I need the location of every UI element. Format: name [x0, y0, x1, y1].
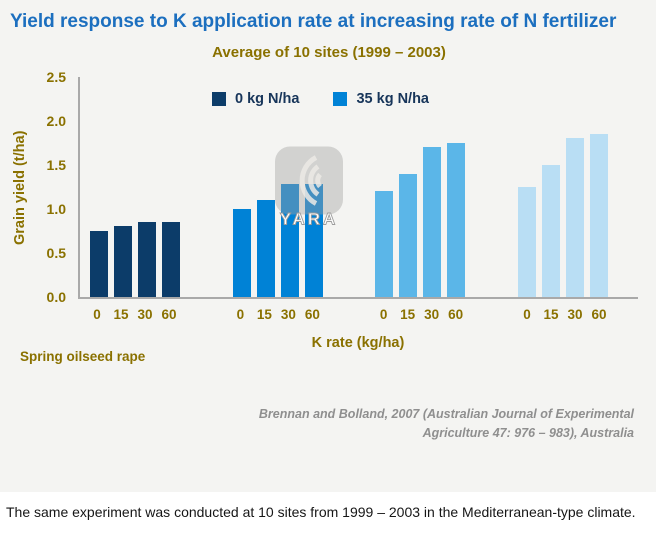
bar [541, 164, 560, 297]
chart-title: Yield response to K application rate at … [10, 11, 617, 32]
legend-swatch [333, 91, 348, 106]
bar-group [375, 142, 466, 297]
bar [90, 230, 108, 297]
bar [304, 184, 323, 297]
x-tick-group: 0 15 30 60 [375, 307, 465, 322]
x-tick-label: 60 [591, 306, 607, 322]
bar [256, 199, 275, 297]
bar-chart: Grain yield (t/ha) 0.0 0.5 1.0 1.5 2.0 2.5 0 … [10, 69, 648, 329]
plot-area: 0 kg N/ha 35 kg N/ha YARA [78, 76, 638, 299]
chart-subtitle: Average of 10 sites (1999 – 2003) [212, 43, 446, 61]
x-tick-label: 60 [448, 306, 464, 322]
y-tick-label: 0.5 [46, 244, 66, 261]
x-tick-label: 30 [137, 306, 153, 322]
footer-note: The same experiment was conducted at 10 … [0, 492, 656, 551]
x-tick-label: 30 [280, 306, 296, 322]
x-tick-label: 60 [304, 306, 320, 322]
bar [423, 147, 442, 297]
bar [565, 138, 584, 297]
bar [138, 221, 156, 297]
citation: Brennan and Bolland, 2007 (Australian Jo… [10, 405, 648, 444]
legend-item: 35 kg N/ha [333, 91, 429, 107]
yara-logo-graphic: YARA [274, 146, 343, 229]
citation-line-2: Agriculture 47: 976 – 983), Australia [422, 426, 634, 441]
legend-label: 35 kg N/ha [356, 90, 429, 107]
bar [232, 208, 251, 297]
x-tick-label: 15 [543, 306, 559, 322]
legend-label: 0 kg N/ha [235, 90, 300, 107]
y-axis-ticks: 0.0 0.5 1.0 1.5 2.0 2.5 [34, 69, 72, 305]
y-tick-label: 0.0 [46, 288, 66, 305]
y-tick-label: 1.0 [46, 200, 66, 217]
x-axis-ticks: 0 15 30 60 0 15 30 60 0 15 30 60 0 15 30 60 [78, 307, 638, 322]
bar [517, 186, 536, 297]
x-tick-label: 60 [161, 306, 177, 322]
bar [162, 221, 180, 297]
bar [114, 226, 132, 297]
bar [280, 184, 299, 297]
bar-group [232, 184, 323, 297]
x-tick-group: 0 15 30 60 [231, 307, 321, 322]
axis-caption-row: K rate (kg/ha) Spring oilseed rape [10, 335, 648, 375]
x-tick-label: 0 [379, 306, 388, 322]
bar-groups [80, 77, 638, 297]
bar [399, 173, 418, 297]
yara-watermark-text: YARA [279, 210, 338, 229]
y-tick-label: 1.5 [46, 156, 66, 173]
legend-item: 0 kg N/ha [212, 91, 299, 107]
legend: 0 kg N/ha 35 kg N/ha [80, 91, 638, 107]
y-axis-label: Grain yield (t/ha) [12, 130, 28, 245]
bar [447, 142, 466, 297]
x-tick-label: 15 [256, 306, 272, 322]
y-tick-label: 2.5 [46, 68, 66, 85]
x-tick-label: 15 [400, 306, 416, 322]
x-axis-label: K rate (kg/ha) [311, 334, 405, 351]
yara-logo-watermark: YARA [270, 143, 348, 244]
bar [375, 191, 394, 297]
crop-label: Spring oilseed rape [20, 348, 146, 364]
citation-line-1: Brennan and Bolland, 2007 (Australian Jo… [258, 406, 634, 421]
chart-panel: Yield response to K application rate at … [0, 0, 656, 492]
x-tick-label: 0 [236, 306, 245, 322]
x-tick-label: 30 [424, 306, 440, 322]
bar [589, 133, 608, 297]
x-tick-label: 15 [113, 306, 129, 322]
x-tick-group: 0 15 30 60 [518, 307, 608, 322]
x-tick-label: 0 [523, 306, 531, 322]
legend-swatch [212, 91, 226, 106]
y-tick-label: 2.0 [46, 112, 66, 129]
bar-group [90, 221, 180, 297]
bar-group [517, 133, 608, 297]
x-tick-group: 0 15 30 60 [88, 307, 178, 322]
x-tick-label: 30 [567, 306, 583, 322]
x-tick-label: 0 [93, 306, 101, 322]
